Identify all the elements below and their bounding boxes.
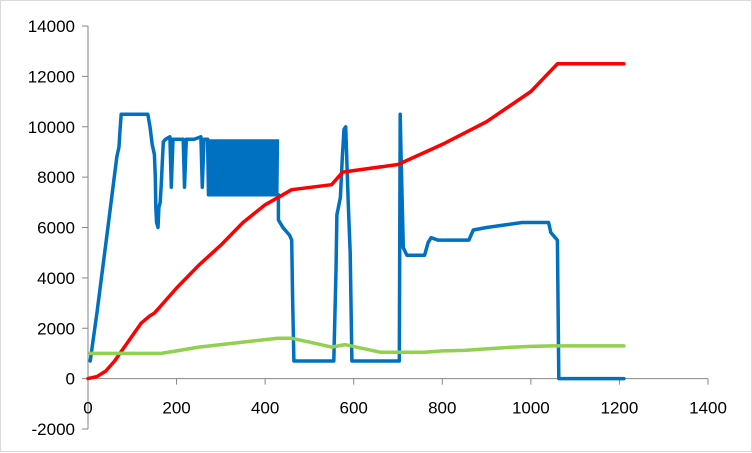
- series-layer: [86, 62, 626, 381]
- series-line-1: [88, 112, 626, 381]
- x-tick-label: 0: [83, 399, 92, 418]
- x-tick-label: 1000: [512, 399, 550, 418]
- x-tick-label: 600: [340, 399, 368, 418]
- y-tick-label: 6000: [37, 219, 75, 238]
- series-line-1-oscillation: [207, 139, 280, 195]
- x-tick-label: 400: [251, 399, 279, 418]
- series-line-3: [88, 336, 626, 356]
- y-tick-label: 14000: [28, 17, 75, 36]
- y-tick-label: 4000: [37, 269, 75, 288]
- y-tick-label: 0: [66, 370, 75, 389]
- y-tick-label: 10000: [28, 118, 75, 137]
- tick-labels: -2000 0 2000 4000 6000 8000 10000 12000 14000 0 20…: [28, 17, 727, 439]
- y-tick-label: 2000: [37, 319, 75, 338]
- x-tick-label: 1200: [601, 399, 639, 418]
- axes: [82, 25, 709, 430]
- x-tick-label: 200: [162, 399, 190, 418]
- x-tick-label: 800: [428, 399, 456, 418]
- y-tick-label: 8000: [37, 168, 75, 187]
- y-tick-label: 12000: [28, 67, 75, 86]
- series-line-2: [86, 62, 626, 381]
- x-tick-label: 1400: [689, 399, 727, 418]
- y-tick-label: -2000: [32, 420, 75, 439]
